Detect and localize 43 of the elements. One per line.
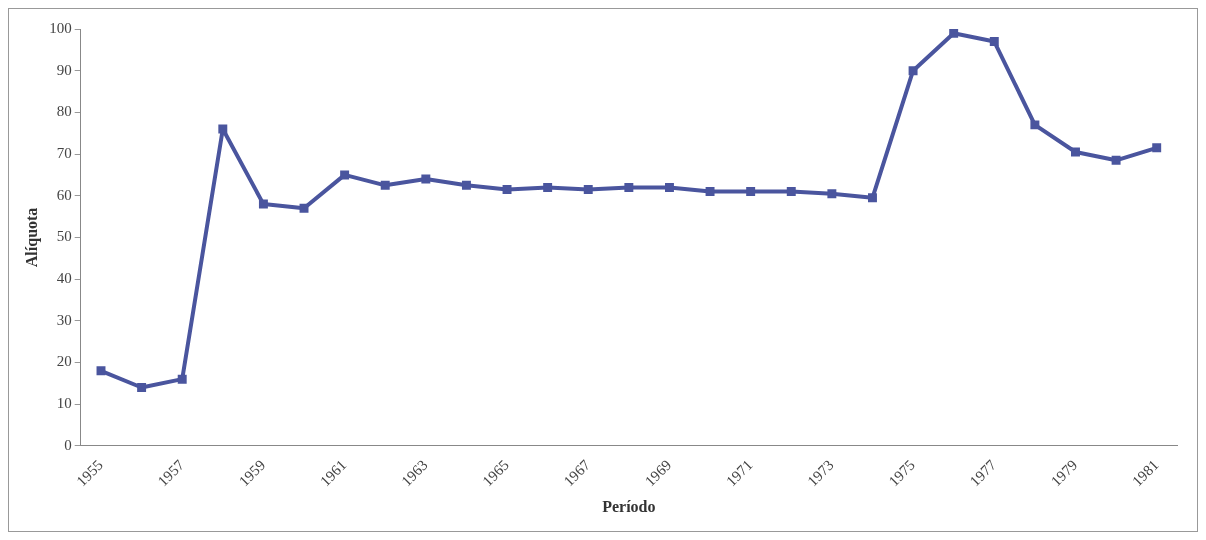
point — [461, 180, 471, 190]
point — [299, 203, 309, 213]
point — [543, 182, 553, 192]
x-tick-label: 1971 — [723, 456, 756, 490]
y-tick-label: 40 — [56, 270, 72, 287]
point — [827, 189, 837, 199]
point — [258, 199, 268, 209]
point — [624, 182, 634, 192]
y-tick-label: 70 — [56, 145, 72, 161]
y-tick-label: 0 — [64, 436, 72, 453]
point — [1152, 143, 1162, 153]
x-tick-label: 1961 — [317, 456, 350, 490]
point — [989, 37, 999, 46]
point — [664, 182, 674, 192]
point — [583, 185, 593, 194]
point — [177, 374, 187, 384]
point — [137, 383, 147, 392]
point — [380, 180, 390, 190]
point — [908, 66, 918, 76]
x-axis-title: Período — [602, 497, 656, 515]
point — [96, 366, 106, 376]
y-axis-title: Alíquota — [22, 207, 41, 268]
point — [502, 185, 512, 194]
point — [421, 174, 431, 184]
point — [786, 187, 796, 197]
y-tick-label: 30 — [56, 311, 72, 328]
y-tick-label: 20 — [56, 353, 72, 370]
y-tick-label: 60 — [56, 186, 72, 203]
point — [218, 124, 228, 134]
point — [705, 187, 715, 197]
point — [949, 29, 959, 38]
point — [1030, 120, 1040, 130]
point — [868, 193, 877, 203]
x-tick-label: 1981 — [1129, 456, 1162, 490]
y-tick-label: 90 — [56, 61, 72, 78]
point — [340, 170, 350, 180]
y-tick-label: 50 — [56, 228, 72, 245]
point — [1071, 147, 1080, 157]
point — [1111, 155, 1121, 165]
y-tick-label: 10 — [56, 395, 72, 412]
point — [746, 187, 756, 197]
y-tick-label: 80 — [56, 103, 72, 120]
y-tick-label: 100 — [49, 19, 72, 36]
